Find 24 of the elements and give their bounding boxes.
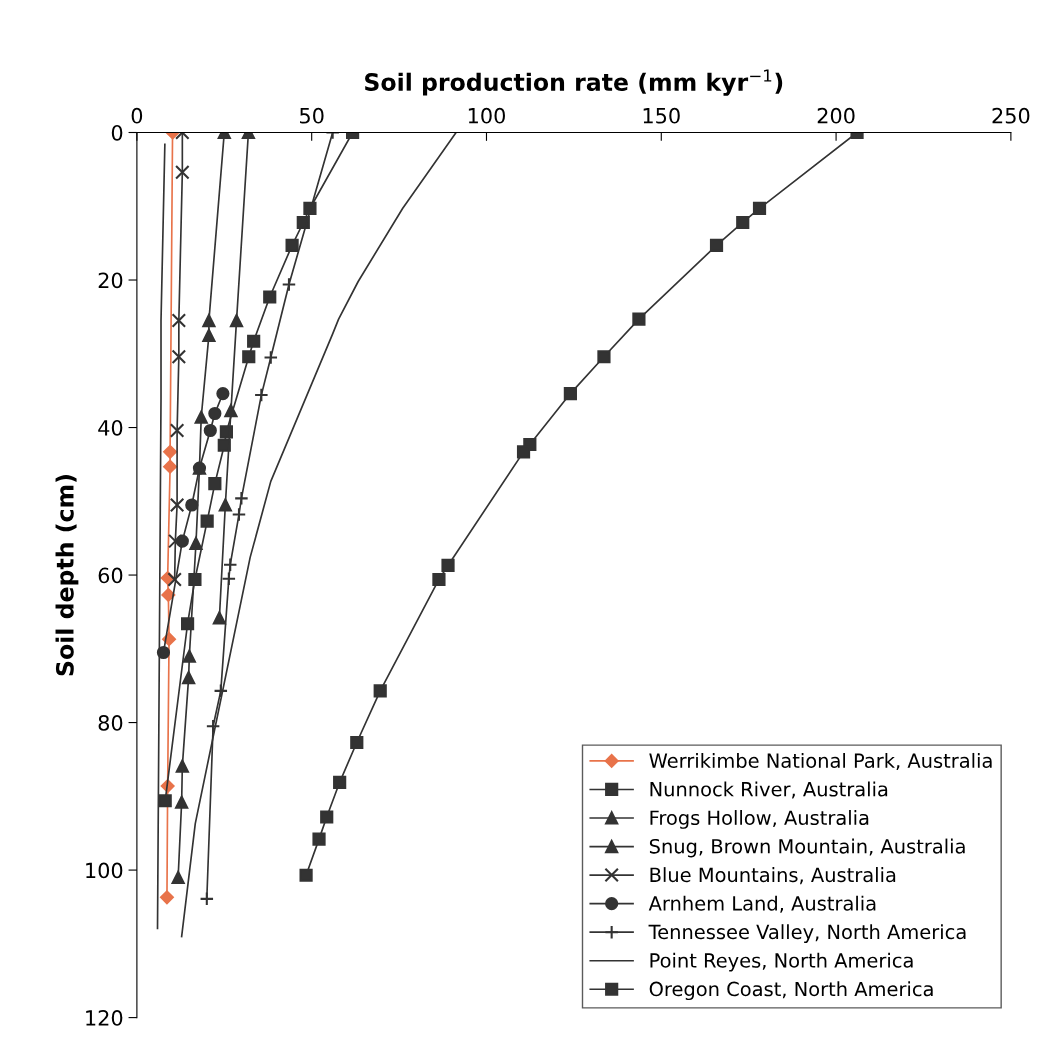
x-tick-label: 50 [300,107,324,124]
y-tick-label: 0 [111,124,123,141]
legend-label: Point Reyes, North America [650,952,913,972]
legend-label: Werrikimbe National Park, Australia [649,752,992,770]
y-tick-label: 80 [98,715,123,731]
x-tick-label: 200 [817,107,855,124]
y-tick-label: 20 [98,272,123,289]
x-tick-label: 0 [131,107,143,124]
legend-label: Arnhem Land, Australia [648,895,876,913]
legend-label: Oregon Coast, North America [649,981,933,1001]
y-tick-label: 100 [86,862,123,879]
legend-label: Frogs Hollow, Australia [650,810,869,829]
legend-label: Tennessee Valley, North America [648,924,966,944]
x-tick-label: 100 [468,107,505,124]
x-tick-label: 250 [992,107,1030,124]
legend-label: Snug, Brown Mountain, Australia [649,838,965,858]
x-tick-label: 150 [643,107,680,124]
y-tick-label: 120 [86,1010,123,1026]
x-axis-title: Soil production rate (mm kyr$^{−1}$) [365,69,783,96]
y-tick-label: 40 [98,419,123,436]
y-tick-label: 60 [98,567,123,584]
legend-label: Blue Mountains, Australia [650,867,896,885]
legend-label: Nunnock River, Australia [650,781,888,799]
y-axis-title: Soil depth (cm) [55,475,79,676]
